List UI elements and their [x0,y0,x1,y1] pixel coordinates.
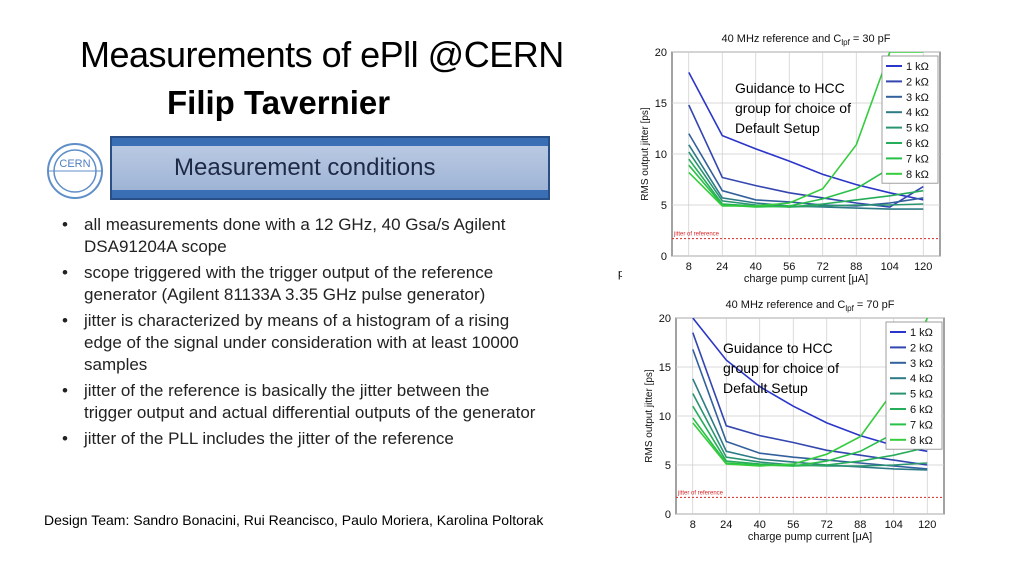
bullet-item: • jitter is characterized by means of a h… [62,311,519,374]
legend-label: 6 kΩ [910,404,933,416]
x-tick-label: 8 [690,519,696,531]
x-tick-label: 88 [854,519,866,531]
legend-label: 2 kΩ [910,342,933,354]
legend-label: 7 kΩ [906,153,929,165]
y-tick-label: 20 [655,47,667,59]
chart-title: 40 MHz reference and Clpf = 30 pF [722,33,891,47]
legend-label: 3 kΩ [906,92,929,104]
chart-30pf-svg: 40 MHz reference and Clpf = 30 pF 0 5 10 15 2… [640,33,941,285]
x-tick-label: 88 [850,261,862,273]
y-tick-label: 15 [659,362,671,374]
y-tick-label: 10 [659,411,671,423]
bullet-item: • all measurements done with a 12 GHz, 40… [62,215,506,256]
x-tick-label: 24 [716,261,728,273]
x-tick-label: 72 [817,261,829,273]
y-tick-label: 5 [665,460,671,472]
legend-box [881,55,939,184]
y-axis-label: RMS output jitter [ps] [640,107,651,201]
legend-box [885,321,943,450]
x-tick-label: 120 [914,261,932,273]
legend-label: 5 kΩ [906,123,929,135]
logo-text: CERN [59,158,90,170]
x-tick-label: 72 [821,519,833,531]
x-tick-label: 56 [783,261,795,273]
series-line [688,72,924,201]
legend-label: 3 kΩ [910,358,933,370]
series-line [688,151,924,208]
x-tick-label: 8 [686,261,692,273]
legend-label: 2 kΩ [906,76,929,88]
legend-label: 7 kΩ [910,419,933,431]
legend-label: 6 kΩ [906,138,929,150]
series-line [692,405,928,467]
author-name: Filip Tavernier [167,84,391,121]
series-line [688,158,924,208]
chart-30pf: 40 MHz reference and Clpf = 30 pF 0 5 10 15 2… [622,20,962,288]
legend-label: 1 kΩ [906,61,929,73]
y-tick-label: 0 [665,509,671,521]
chart-70pf-svg: 40 MHz reference and Clpf = 70 pF 0 5 10 15 2… [644,299,945,543]
y-tick-label: 20 [659,313,671,325]
bullet-item: • jitter of the reference is basically th… [62,381,536,422]
x-axis-label: charge pump current [μA] [744,273,868,285]
chart-title: 40 MHz reference and Clpf = 70 pF [726,299,895,313]
legend-label: 4 kΩ [910,373,933,385]
x-tick-label: 56 [787,519,799,531]
series-line [688,133,924,207]
chart-70pf: 40 MHz reference and Clpf = 70 pF 0 5 10 15 2… [622,290,962,550]
legend-label: 8 kΩ [910,435,933,447]
conditions-banner: Measurement conditions [110,136,550,200]
guidance-note-1: Guidance to HCC group for choice of Defa… [735,80,851,136]
x-axis-label: charge pump current [μA] [748,531,872,543]
x-tick-label: 104 [885,519,903,531]
x-tick-label: 104 [881,261,899,273]
guidance-note-2: Guidance to HCC group for choice of Defa… [723,340,839,396]
legend-label: 5 kΩ [910,389,933,401]
x-tick-label: 24 [720,519,732,531]
design-team-footer: Design Team: Sandro Bonacini, Rui Reanci… [44,512,544,528]
conditions-title: Measurement conditions [174,154,436,181]
reference-label: jitter of reference [673,232,720,238]
bullet-item: • jitter of the PLL includes the jitter o… [62,429,454,448]
bullet-list: • all measurements done with a 12 GHz, 40… [60,214,540,454]
legend-label: 1 kΩ [910,327,933,339]
slide-title: Measurements of ePll @CERN [80,34,564,75]
legend-label: 8 kΩ [906,169,929,181]
legend-label: 4 kΩ [906,107,929,119]
y-tick-label: 15 [655,98,667,110]
bullet-item: • scope triggered with the trigger output… [62,263,494,304]
y-tick-label: 5 [661,200,667,212]
y-tick-label: 10 [655,149,667,161]
reference-label: jitter of reference [677,490,724,496]
cern-logo: CERN [44,140,106,202]
x-tick-label: 120 [918,519,936,531]
x-tick-label: 40 [754,519,766,531]
series-line [692,332,928,466]
x-tick-label: 40 [750,261,762,273]
y-tick-label: 0 [661,251,667,263]
y-axis-label: RMS output jitter [ps] [644,369,655,463]
